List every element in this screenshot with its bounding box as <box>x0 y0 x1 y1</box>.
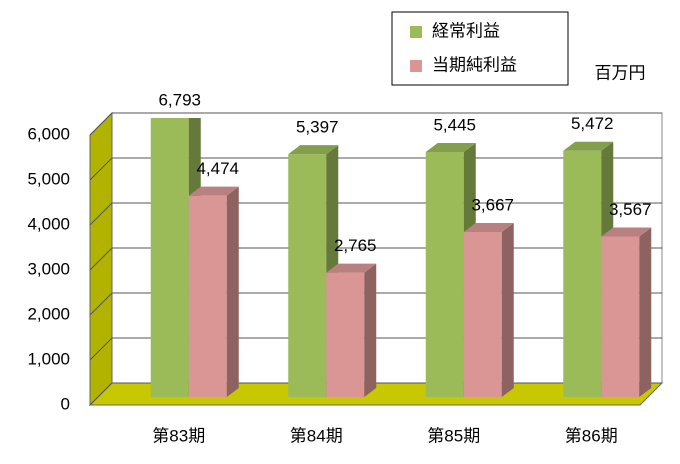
x-tick-label: 第85期 <box>427 426 480 445</box>
bar <box>326 263 377 397</box>
grid-line-side <box>89 247 113 271</box>
legend-swatch <box>410 60 422 72</box>
bar-top <box>463 222 514 232</box>
y-tick-label: 6,000 <box>27 124 70 143</box>
bar-top <box>601 227 652 237</box>
data-label: 6,793 <box>158 90 201 109</box>
y-tick-label: 0 <box>61 394 70 413</box>
bar-front <box>601 236 640 397</box>
bar <box>601 227 652 397</box>
bar-front <box>463 231 502 397</box>
bar <box>188 186 239 397</box>
legend-label: 当期純利益 <box>432 55 517 74</box>
y-tick-label: 3,000 <box>27 259 70 278</box>
bar-top <box>188 186 239 196</box>
bar-top <box>425 142 476 152</box>
grid-line-side <box>89 337 113 361</box>
bar-front <box>425 151 464 397</box>
grid-line-side <box>89 112 113 136</box>
bar <box>563 141 614 397</box>
bar-side <box>226 186 239 397</box>
bar-top <box>563 141 614 151</box>
y-tick-label: 4,000 <box>27 214 70 233</box>
unit-label: 百万円 <box>595 63 646 82</box>
data-label: 4,474 <box>196 159 239 178</box>
bar-side <box>364 263 377 397</box>
y-tick-label: 1,000 <box>27 349 70 368</box>
bar <box>288 145 339 397</box>
legend-box <box>391 11 569 86</box>
x-tick-label: 第83期 <box>152 426 205 445</box>
data-label: 3,567 <box>609 200 652 219</box>
data-label: 3,667 <box>471 195 514 214</box>
bar <box>463 222 514 397</box>
bar-top <box>326 263 377 273</box>
bar-front <box>150 118 189 397</box>
grid-line-side <box>89 157 113 181</box>
grid-line-side <box>89 292 113 316</box>
legend-label: 経常利益 <box>432 21 500 40</box>
bar-front <box>288 154 327 397</box>
data-label: 5,397 <box>296 118 339 137</box>
grid-line-side <box>89 382 113 406</box>
data-label: 5,445 <box>433 115 476 134</box>
data-label: 2,765 <box>334 236 377 255</box>
bar-front <box>188 195 227 397</box>
bar-top <box>288 145 339 155</box>
bar-front <box>326 272 365 397</box>
bar-side <box>639 227 652 397</box>
y-tick-label: 2,000 <box>27 304 70 323</box>
bar-side <box>501 222 514 397</box>
y-tick-label: 5,000 <box>27 169 70 188</box>
bar-front <box>563 150 602 397</box>
legend-swatch <box>410 26 422 38</box>
x-tick-label: 第86期 <box>565 426 618 445</box>
data-label: 5,472 <box>571 114 614 133</box>
bars <box>150 118 652 397</box>
x-tick-label: 第84期 <box>290 426 343 445</box>
grid-line-side <box>89 202 113 226</box>
